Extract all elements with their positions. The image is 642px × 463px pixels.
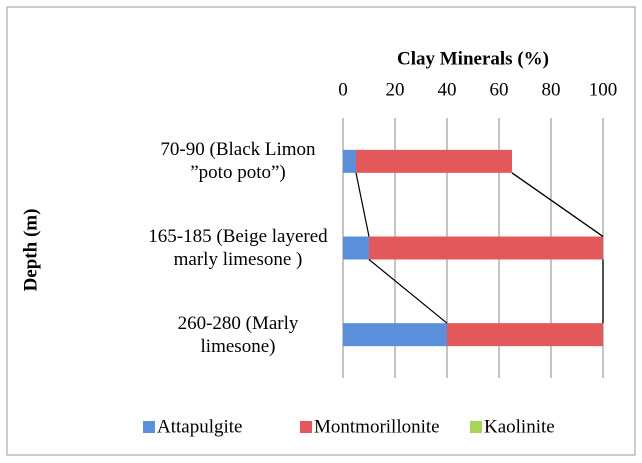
legend-swatch: [143, 421, 155, 433]
legend-label: Montmorillonite: [314, 416, 440, 437]
legend-swatch: [300, 421, 312, 433]
bar-segment: [447, 323, 603, 347]
legend-label: Attapulgite: [157, 416, 242, 437]
y-tick-label: 260-280 (Marly limesone): [177, 312, 299, 357]
y-axis-title: Depth (m): [20, 209, 41, 292]
legend-label: Kaolinite: [484, 416, 555, 437]
bar-segment: [343, 236, 369, 260]
x-tick-label: 20: [386, 79, 405, 100]
bar-segment: [343, 323, 447, 347]
y-tick-label: 165-185 (Beige layered marly limesone ): [148, 226, 328, 270]
series-line: [355, 172, 370, 237]
x-tick-label: 80: [542, 79, 561, 100]
x-tick-label: 60: [490, 79, 509, 100]
bar-segment: [356, 149, 512, 173]
legend-swatch: [470, 421, 482, 433]
chart-title: Clay Minerals (%): [397, 48, 549, 69]
bar-segment: [369, 236, 603, 260]
series-line: [368, 259, 448, 324]
y-tick-label: 70-90 (Black Limon ”poto poto”): [160, 139, 316, 184]
chart-border: [6, 6, 636, 456]
series-line: [511, 172, 604, 237]
bar-segment: [343, 149, 356, 173]
x-tick-label: 100: [589, 79, 618, 100]
x-tick-label: 0: [338, 79, 348, 100]
x-tick-label: 40: [438, 79, 457, 100]
